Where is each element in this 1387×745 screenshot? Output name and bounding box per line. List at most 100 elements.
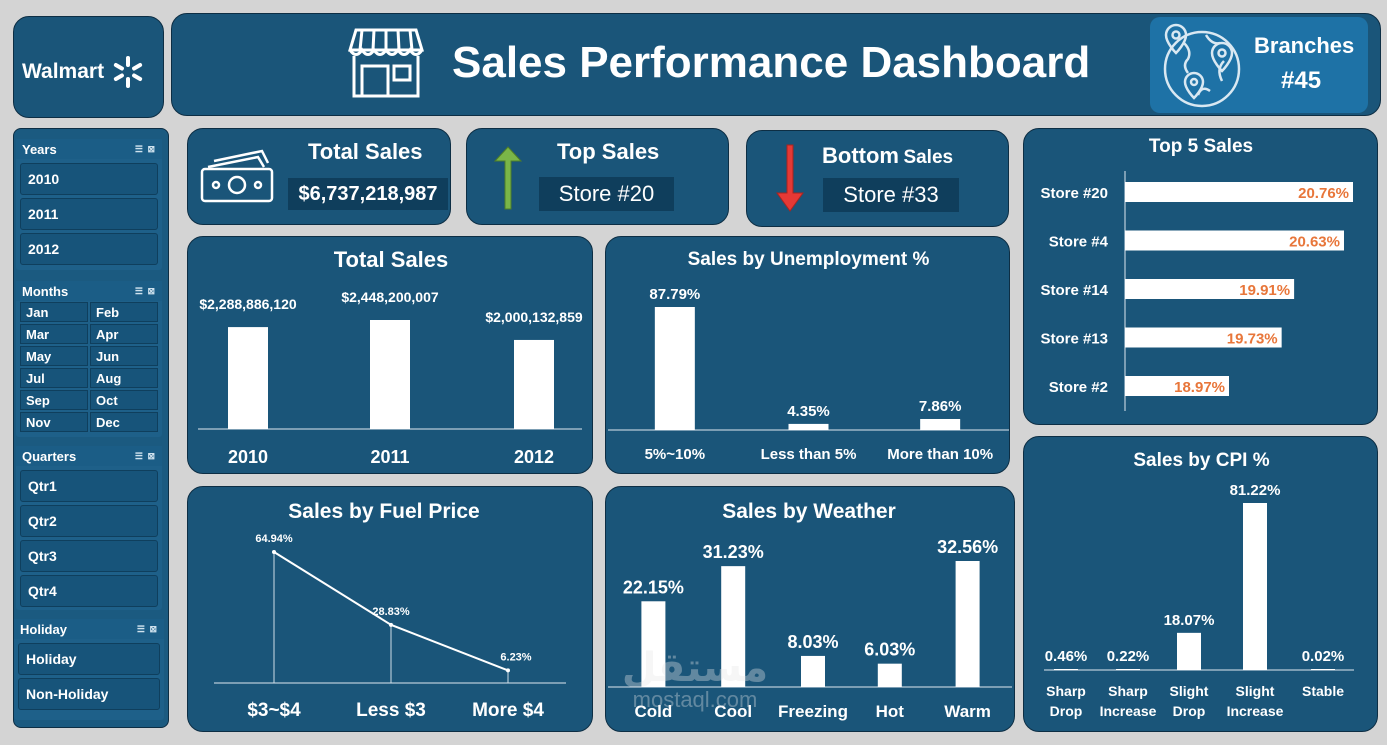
slicer-month-sep[interactable]: Sep xyxy=(20,390,88,410)
brand-panel: Walmart xyxy=(13,16,164,118)
store-icon xyxy=(348,28,424,98)
unemployment-chart: Sales by Unemployment % 87.79% 5%~10% 4.35%… xyxy=(608,249,1009,463)
bar xyxy=(955,561,980,687)
data-label: 18.07% xyxy=(1164,612,1215,629)
category-label: More $4 xyxy=(472,700,544,721)
clear-filter-icon[interactable]: ☰ ⊠ xyxy=(134,285,156,296)
category-label: 2010 xyxy=(228,447,268,467)
category-label: More than 10% xyxy=(887,446,993,463)
brand-name: Walmart xyxy=(22,60,105,83)
unemployment-chart-panel: Sales by Unemployment % 87.79% 5%~10% 4.35%… xyxy=(605,236,1010,474)
category-label: Cold xyxy=(635,702,673,721)
quarters-slicer: Quarters ☰ ⊠ Qtr1 Qtr2 Qtr3 Qtr4 xyxy=(16,446,162,610)
data-label: 87.79% xyxy=(649,286,700,303)
data-label: 64.94% xyxy=(255,533,293,545)
data-point xyxy=(506,668,510,673)
category-label: Drop xyxy=(1173,703,1206,719)
category-label: Cool xyxy=(714,702,752,721)
category-label: Store #14 xyxy=(1040,282,1108,299)
quarters-slicer-label: Quarters xyxy=(22,448,77,464)
category-label: $3~$4 xyxy=(247,700,301,721)
data-label: $2,448,200,007 xyxy=(341,289,439,305)
slicer-month-feb[interactable]: Feb xyxy=(90,302,158,322)
clear-filter-icon[interactable]: ☰ ⊠ xyxy=(134,450,156,461)
data-label: 0.22% xyxy=(1107,648,1150,665)
kpi-total-sales-value: $6,737,218,987 xyxy=(288,178,448,210)
slicer-qtr2[interactable]: Qtr2 xyxy=(20,505,158,537)
data-label: $2,000,132,859 xyxy=(485,309,583,325)
data-point xyxy=(389,622,393,627)
bar xyxy=(1243,503,1267,670)
page-title: Sales Performance Dashboard xyxy=(452,38,1091,87)
slicer-month-dec[interactable]: Dec xyxy=(90,412,158,432)
slicer-month-may[interactable]: May xyxy=(20,346,88,366)
kpi-bottom-sales-value: Store #33 xyxy=(823,178,959,212)
weather-chart: Sales by Weather 22.15% Cold 31.23% Cool 8.03… xyxy=(608,500,1012,721)
category-label: Hot xyxy=(876,702,905,721)
total-sales-chart: Total Sales $2,288,886,120 2010 $2,448,200,… xyxy=(198,247,583,467)
category-label: Drop xyxy=(1050,703,1083,719)
data-label: 31.23% xyxy=(703,542,764,562)
data-label: 6.03% xyxy=(864,640,915,660)
slicer-month-aug[interactable]: Aug xyxy=(90,368,158,388)
data-label: 32.56% xyxy=(937,537,998,557)
fuel-price-chart: Sales by Fuel Price 64.94% $3~$4 28.83% Less… xyxy=(214,500,566,721)
category-label: Stable xyxy=(1302,683,1344,699)
slicer-non-holiday[interactable]: Non-Holiday xyxy=(18,678,160,710)
category-label: Less than 5% xyxy=(761,446,857,463)
slicer-qtr4[interactable]: Qtr4 xyxy=(20,575,158,607)
slicer-month-oct[interactable]: Oct xyxy=(90,390,158,410)
holiday-slicer: Holiday ☰ ⊠ Holiday Non-Holiday xyxy=(14,619,164,720)
slicer-month-jan[interactable]: Jan xyxy=(20,302,88,322)
bar xyxy=(641,601,666,687)
slicer-holiday[interactable]: Holiday xyxy=(18,643,160,675)
slicer-month-apr[interactable]: Apr xyxy=(90,324,158,344)
kpi-total-sales: Total Sales $6,737,218,987 xyxy=(187,128,451,225)
top5-chart-panel: Top 5 Sales 20.76% Store #20 20.63% Store #4… xyxy=(1023,128,1378,425)
data-label: 6.23% xyxy=(500,651,531,663)
cpi-chart-panel: Sales by CPI % 0.46% Sharp Drop 0.22% Sharp In… xyxy=(1023,436,1378,732)
data-label: 4.35% xyxy=(787,403,830,420)
bar xyxy=(788,423,829,430)
data-label: 7.86% xyxy=(919,398,962,415)
clear-filter-icon[interactable]: ☰ ⊠ xyxy=(134,143,156,154)
data-label: 0.02% xyxy=(1302,648,1345,665)
kpi-top-sales: Top Sales Store #20 xyxy=(466,128,729,225)
slicer-month-jun[interactable]: Jun xyxy=(90,346,158,366)
data-label: 19.91% xyxy=(1239,282,1290,299)
arrow-up-icon xyxy=(493,146,523,210)
bar xyxy=(1125,327,1282,348)
category-label: Increase xyxy=(1100,703,1157,719)
category-label: Warm xyxy=(944,702,991,721)
slicer-qtr3[interactable]: Qtr3 xyxy=(20,540,158,572)
bar xyxy=(1125,279,1295,299)
bar xyxy=(514,339,554,429)
clear-filter-icon[interactable]: ☰ ⊠ xyxy=(136,623,158,634)
arrow-down-icon xyxy=(776,144,804,212)
category-label: 5%~10% xyxy=(645,446,705,463)
bar xyxy=(721,566,746,687)
slicer-month-nov[interactable]: Nov xyxy=(20,412,88,432)
bar xyxy=(1125,182,1353,202)
slicer-month-mar[interactable]: Mar xyxy=(20,324,88,344)
kpi-bottom-sales: Bottom Sales Store #33 xyxy=(746,130,1009,227)
bar xyxy=(1054,669,1078,670)
bar xyxy=(370,320,410,429)
branches-card: Branches #45 xyxy=(1150,17,1368,113)
slicer-year-2010[interactable]: 2010 xyxy=(20,163,158,195)
kpi-total-sales-title: Total Sales xyxy=(308,139,423,164)
walmart-spark-icon xyxy=(113,56,143,88)
data-label: 81.22% xyxy=(1230,482,1281,499)
slicer-year-2012[interactable]: 2012 xyxy=(20,233,158,265)
category-label: 2012 xyxy=(514,447,554,467)
branches-label: Branches xyxy=(1254,33,1355,58)
category-label: Sharp xyxy=(1108,683,1148,699)
chart-title: Top 5 Sales xyxy=(1149,136,1253,157)
header-panel: Sales Performance Dashboard Branches #45 xyxy=(171,13,1381,116)
category-label: 2011 xyxy=(370,447,409,467)
months-slicer: Months ☰ ⊠ Jan Feb Mar Apr May Jun Jul Au… xyxy=(16,281,162,437)
slicer-year-2011[interactable]: 2011 xyxy=(20,198,158,230)
slicer-month-jul[interactable]: Jul xyxy=(20,368,88,388)
data-label: $2,288,886,120 xyxy=(199,296,297,312)
slicer-qtr1[interactable]: Qtr1 xyxy=(20,470,158,502)
